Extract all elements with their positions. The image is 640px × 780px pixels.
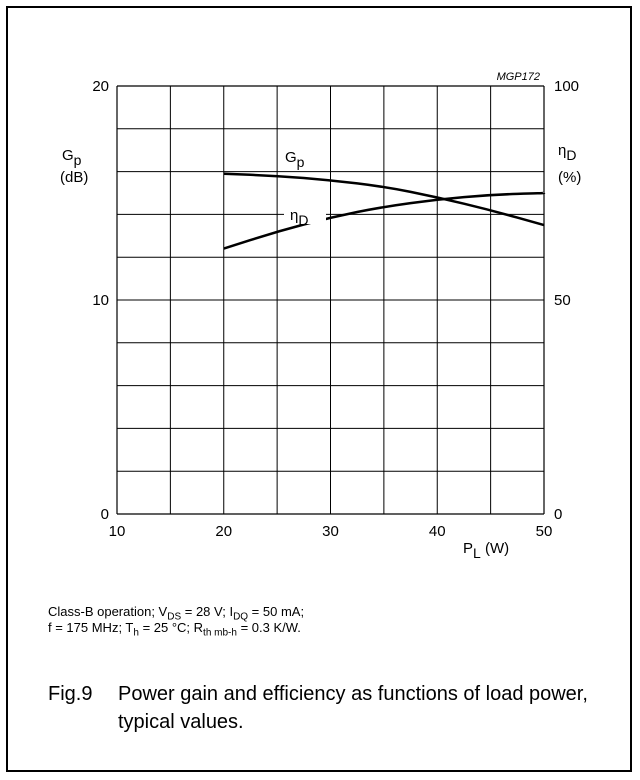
x-axis-title: PL (W) [463, 540, 509, 561]
figure-caption-text: Power gain and efficiency as functions o… [118, 683, 588, 733]
figure-number: Fig.9 [48, 683, 93, 705]
conditions-line-2: f = 175 MHz; Th = 25 °C; Rth mb-h = 0.3 … [48, 620, 301, 639]
y-right-axis-symbol: ηD [558, 142, 576, 163]
x-tick-label: 40 [429, 523, 446, 540]
y-right-tick-label: 50 [554, 292, 571, 309]
y-right-axis-unit: (%) [558, 169, 581, 186]
y-left-axis-unit: (dB) [60, 169, 88, 186]
x-tick-label: 20 [215, 523, 232, 540]
conditions-line-1: Class-B operation; VDS = 28 V; IDQ = 50 … [48, 604, 305, 623]
y-right-tick-label: 100 [554, 78, 579, 95]
gain-curve-label: Gp [285, 149, 305, 170]
y-left-tick-label: 20 [92, 78, 109, 95]
chart-grid [116, 85, 545, 515]
figure-frame [6, 6, 632, 772]
efficiency-curve-label: ηD [290, 207, 308, 228]
efficiency-curve [223, 191, 546, 250]
figure-caption: Fig.9 Power gain and efficiency as functi… [48, 680, 608, 736]
y-left-axis-symbol: Gp [62, 147, 82, 168]
x-tick-label: 30 [322, 523, 339, 540]
efficiency-label-background [284, 206, 326, 224]
chart-curves [223, 172, 546, 250]
x-tick-label: 50 [536, 523, 553, 540]
chart-code: MGP172 [497, 71, 540, 83]
y-right-tick-label: 0 [554, 506, 562, 523]
y-left-tick-label: 0 [101, 506, 109, 523]
gain-curve [223, 172, 545, 227]
y-left-tick-label: 10 [92, 292, 109, 309]
x-tick-label: 10 [109, 523, 126, 540]
